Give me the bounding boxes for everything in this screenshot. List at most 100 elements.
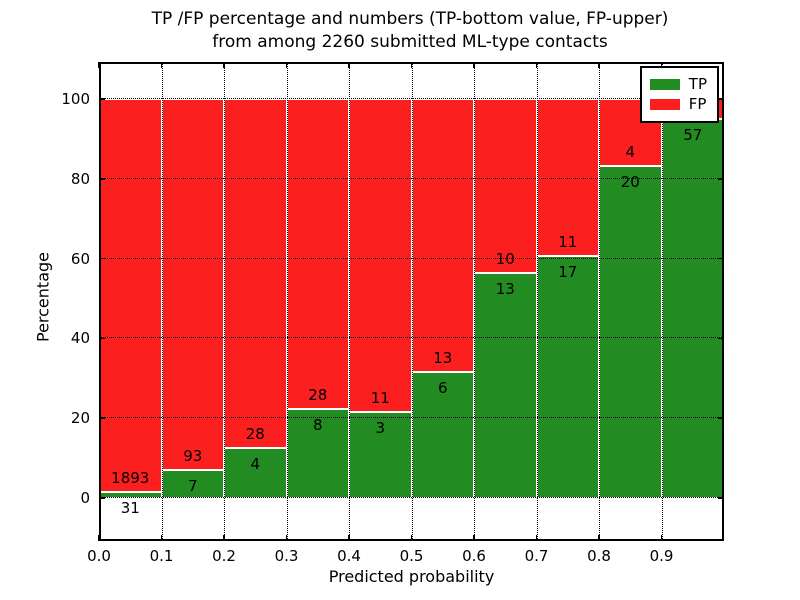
x-tick-mark xyxy=(160,62,163,68)
v-gridline xyxy=(161,62,163,541)
v-gridline xyxy=(224,62,225,541)
y-tick-mark xyxy=(718,417,724,419)
bar-value-label-tp: 20 xyxy=(620,172,640,191)
y-tick-mark xyxy=(99,417,105,419)
x-tick-mark xyxy=(348,62,350,68)
y-tick-mark xyxy=(99,98,105,100)
bar-segment-fp xyxy=(286,99,349,410)
y-tick-mark xyxy=(718,337,724,340)
x-tick-mark xyxy=(223,62,225,68)
x-tick-label: 0.0 xyxy=(87,547,111,565)
bar-value-label-fp: 93 xyxy=(183,447,203,466)
bar-value-label-fp: 28 xyxy=(308,386,328,405)
bar-segment-fp xyxy=(349,99,412,413)
bar-value-label-tp: 8 xyxy=(312,416,323,435)
bar-value-label-tp: 6 xyxy=(437,378,448,397)
x-tick-mark xyxy=(285,535,288,541)
y-tick-mark xyxy=(99,337,105,340)
v-gridline xyxy=(536,62,538,541)
y-tick-mark xyxy=(718,178,724,180)
v-gridline xyxy=(661,62,663,541)
v-gridline xyxy=(411,62,413,541)
v-gridline xyxy=(474,62,475,541)
x-tick-label: 0.8 xyxy=(587,547,611,565)
bar-value-label-tp: 31 xyxy=(120,498,140,517)
bar-value-label-tp: 7 xyxy=(187,477,198,496)
bar-value-label-fp: 1893 xyxy=(111,468,150,487)
y-tick-label: 20 xyxy=(70,409,90,428)
chart-title: TP /FP percentage and numbers (TP-bottom… xyxy=(60,8,760,54)
x-tick-mark xyxy=(535,535,538,541)
x-tick-label: 0.2 xyxy=(212,547,236,565)
y-tick-label: 80 xyxy=(70,169,90,188)
plot-area: TP FP 1893 31 93 7 28 4 28 8 11 3 13 6 10 13 11 17 4 20 57 xyxy=(98,62,724,541)
x-tick-mark xyxy=(348,535,350,541)
legend-swatch-fp xyxy=(649,99,680,110)
x-tick-label: 0.9 xyxy=(649,547,674,565)
legend-item-fp: FP xyxy=(649,96,707,113)
x-tick-mark xyxy=(473,62,475,68)
x-tick-mark xyxy=(410,535,413,541)
bar-value-label-tp: 4 xyxy=(250,455,261,474)
bar-value-label-fp: 11 xyxy=(558,232,578,251)
bar-value-label-fp: 4 xyxy=(625,142,636,161)
x-tick-label: 0.4 xyxy=(337,547,361,565)
bar-value-label-fp: 10 xyxy=(495,249,515,268)
legend-item-tp: TP xyxy=(649,75,707,93)
y-tick-mark xyxy=(718,98,724,100)
x-tick-mark xyxy=(660,62,663,68)
bar-segment-tp xyxy=(474,272,537,498)
bar-value-label-tp: 13 xyxy=(495,279,515,298)
v-gridline xyxy=(286,62,288,541)
y-tick-mark xyxy=(99,497,105,499)
legend-label-tp: TP xyxy=(688,75,707,93)
chart-title-line1: TP /FP percentage and numbers (TP-bottom… xyxy=(151,9,669,29)
chart-title-line2: from among 2260 submitted ML-type contac… xyxy=(212,32,608,52)
bar-value-label-tp: 17 xyxy=(558,262,578,281)
x-tick-mark xyxy=(223,535,225,541)
x-tick-mark xyxy=(473,535,475,541)
axis-spine-left xyxy=(99,62,101,541)
x-tick-mark xyxy=(598,62,600,68)
y-tick-label: 0 xyxy=(80,488,90,507)
bar-segment-tp xyxy=(599,165,662,498)
bar-segment-tp xyxy=(536,255,599,498)
x-tick-mark xyxy=(535,62,538,68)
bar-segment-tp xyxy=(661,119,724,498)
y-tick-mark xyxy=(718,257,724,260)
y-tick-label: 60 xyxy=(70,249,90,268)
bar-segment-fp xyxy=(224,99,287,449)
bar-value-label-tp: 3 xyxy=(375,419,386,438)
bar-value-label-fp: 11 xyxy=(370,389,390,408)
x-tick-label: 0.3 xyxy=(274,547,299,565)
y-tick-mark xyxy=(99,257,105,260)
y-tick-label: 100 xyxy=(61,90,90,109)
legend-swatch-tp xyxy=(649,79,680,90)
bar-value-label-fp: 13 xyxy=(433,348,453,367)
legend: TP FP xyxy=(639,66,719,123)
axis-spine-right xyxy=(722,62,724,541)
bar-value-label-tp: 57 xyxy=(683,126,703,145)
bar-segment-fp xyxy=(474,99,537,273)
x-tick-label: 0.1 xyxy=(149,547,174,565)
x-tick-label: 0.5 xyxy=(399,547,424,565)
y-tick-mark xyxy=(99,178,105,180)
bar-segment-tp xyxy=(349,412,412,498)
v-gridline xyxy=(599,62,600,541)
bar-segment-fp xyxy=(411,99,474,372)
x-tick-mark xyxy=(160,535,163,541)
x-tick-label: 0.6 xyxy=(462,547,486,565)
bar-segment-tp xyxy=(286,409,349,498)
bar-segment-fp xyxy=(99,99,162,492)
x-tick-mark xyxy=(660,535,663,541)
x-tick-mark xyxy=(410,62,413,68)
y-tick-label: 40 xyxy=(70,329,90,348)
x-tick-label: 0.7 xyxy=(524,547,549,565)
bar-segment-fp xyxy=(536,99,599,256)
bar-segment-fp xyxy=(161,99,224,471)
axis-spine-bottom xyxy=(99,539,724,541)
v-gridline xyxy=(349,62,350,541)
x-tick-mark xyxy=(285,62,288,68)
y-tick-mark xyxy=(718,497,724,499)
